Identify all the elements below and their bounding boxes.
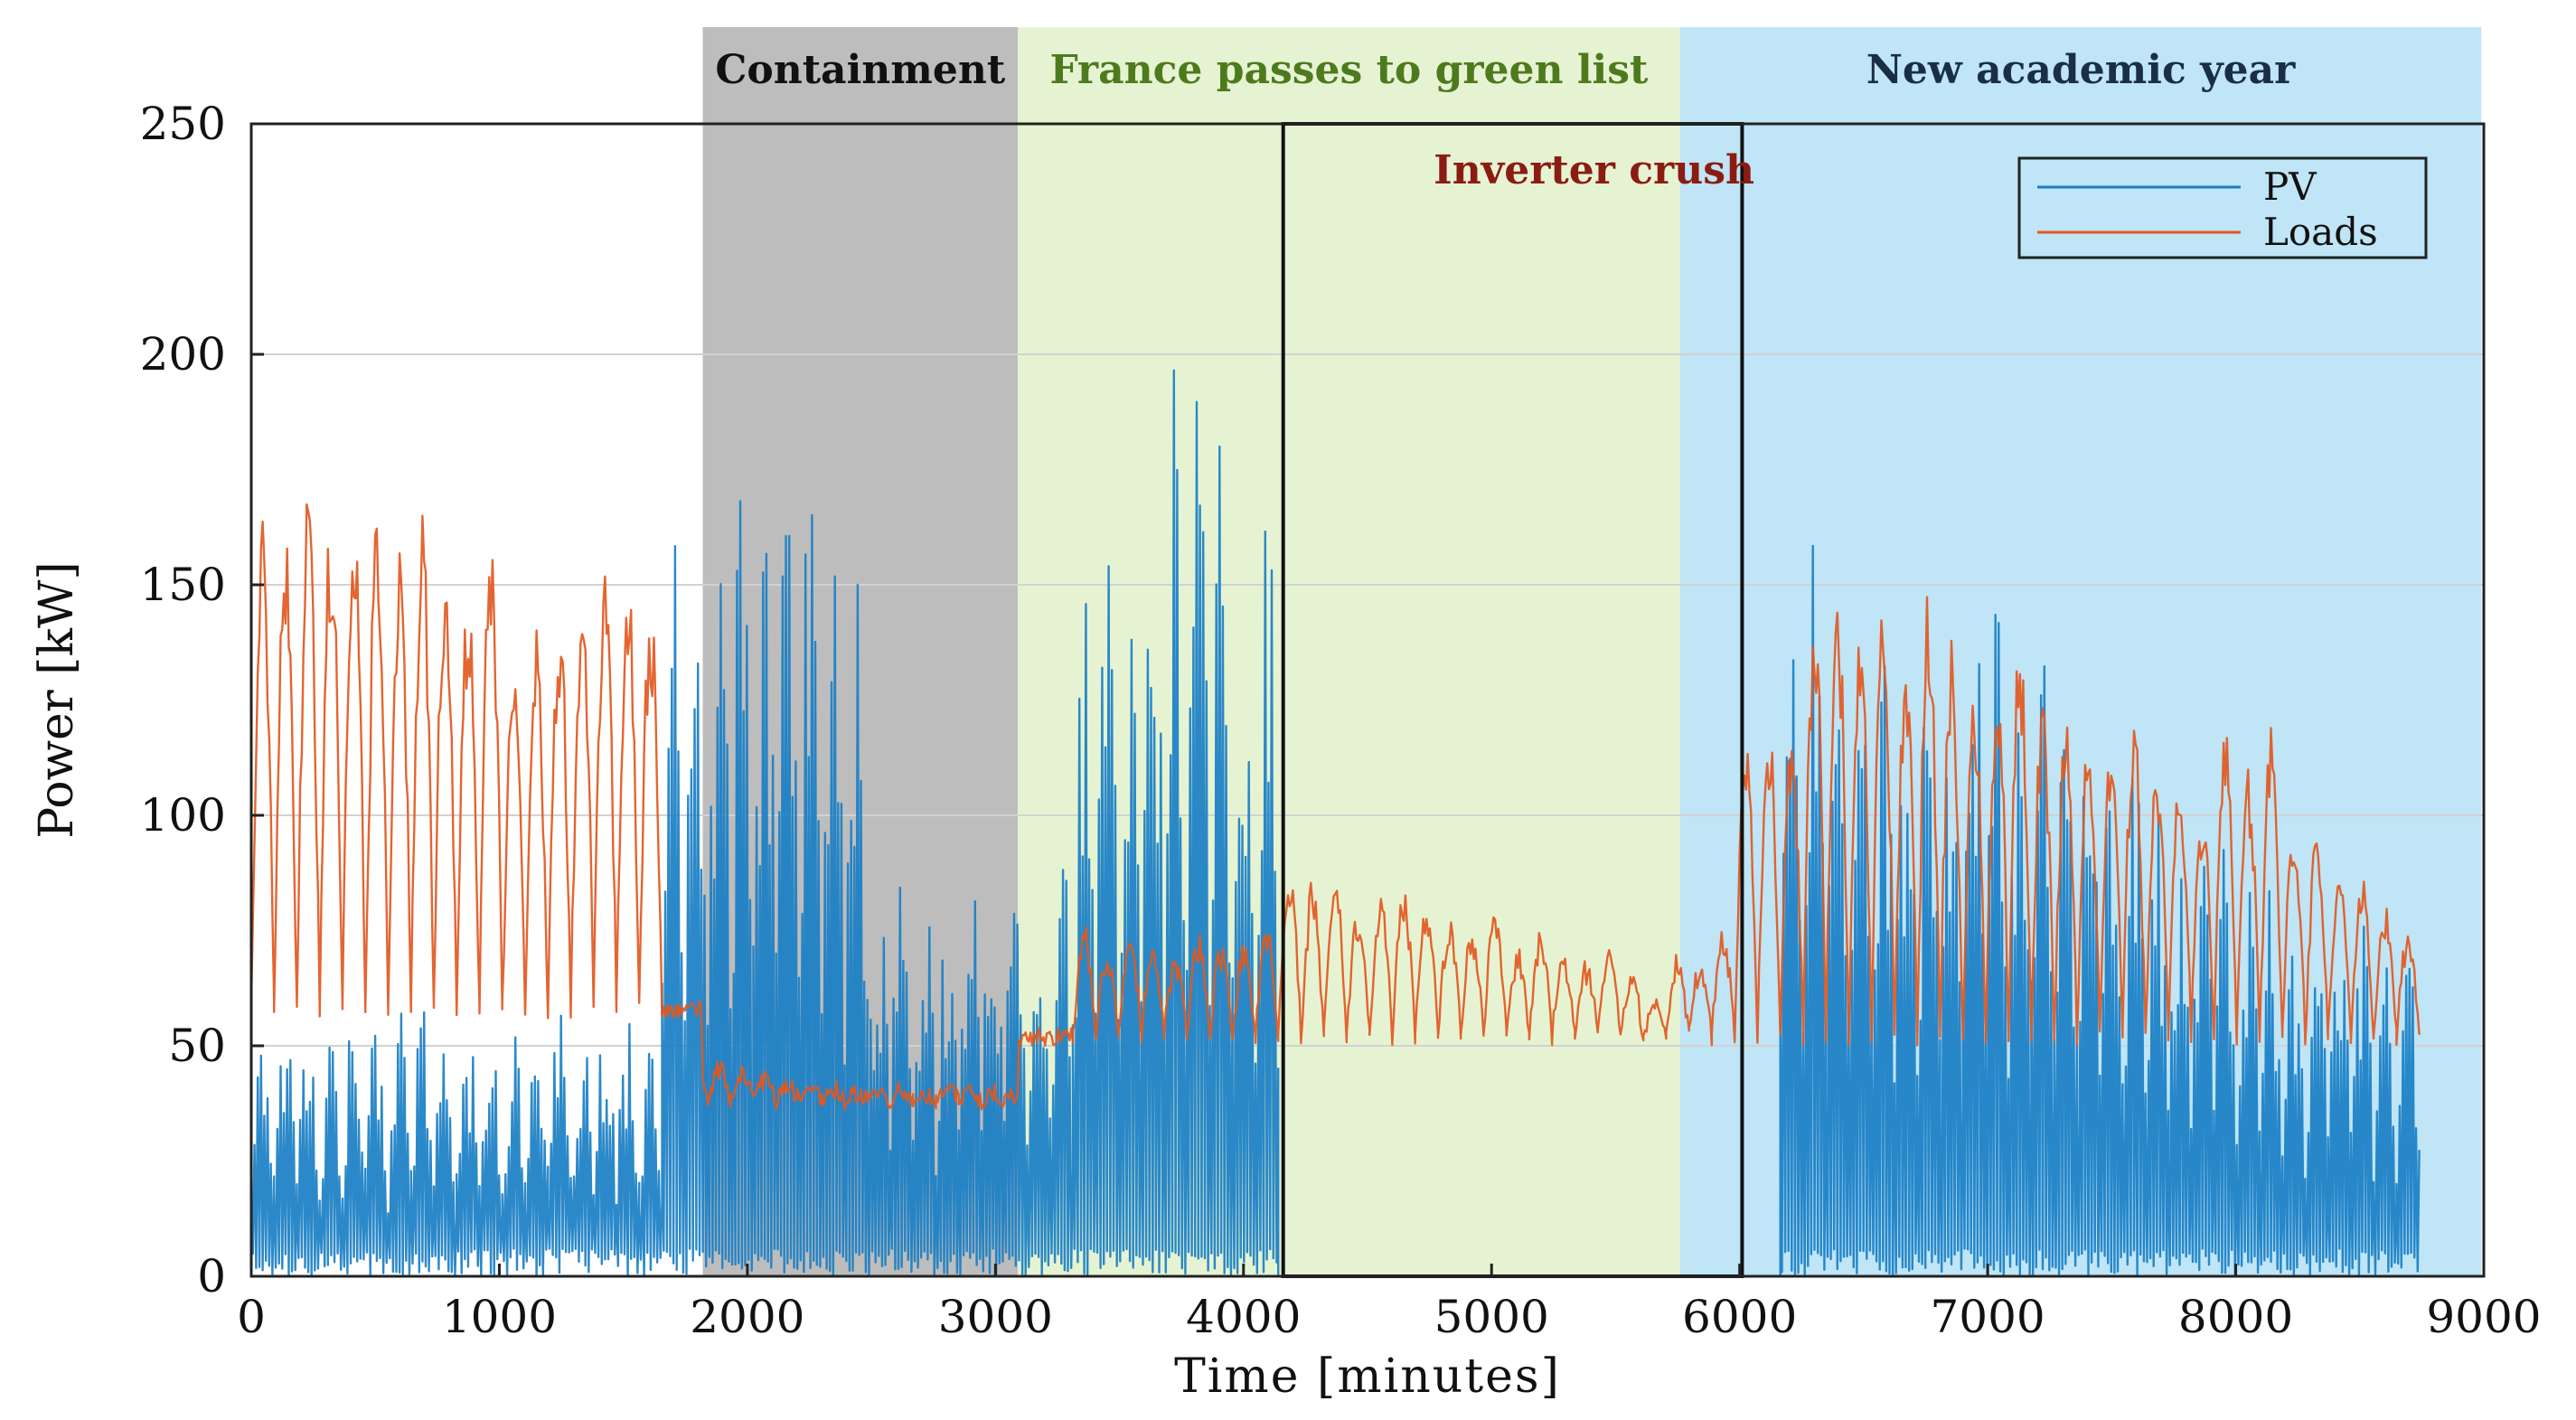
series-line-loads [249, 503, 2421, 1112]
x-tick-label: 2000 [690, 1291, 804, 1343]
x-axis-title: Time [minutes] [1174, 1349, 1561, 1404]
y-axis-title: Power [kW] [30, 561, 84, 838]
legend-label-loads: Loads [2263, 210, 2378, 254]
legend-label-pv: PV [2263, 165, 2317, 209]
x-tick-label: 6000 [1682, 1291, 1797, 1343]
y-tick-label: 100 [140, 789, 226, 842]
legend-box [2017, 156, 2428, 259]
x-tick-label: 3000 [938, 1291, 1053, 1343]
x-tick-label: 7000 [1930, 1291, 2045, 1343]
x-tick-label: 5000 [1434, 1291, 1549, 1343]
x-tick-label: 8000 [2178, 1291, 2293, 1343]
y-tick-label: 250 [140, 98, 226, 150]
x-tick-label: 1000 [442, 1291, 557, 1343]
x-tick-label: 0 [237, 1291, 266, 1343]
y-tick-label: 50 [168, 1020, 226, 1072]
y-tick-label: 0 [197, 1250, 226, 1302]
region-label-3: New academic year [1866, 47, 2296, 93]
y-tick-label: 150 [140, 559, 226, 611]
y-tick-label: 200 [140, 328, 226, 381]
plot-frame [249, 122, 2486, 1278]
x-tick-label: 4000 [1186, 1291, 1301, 1343]
axes [249, 122, 2486, 1278]
region-label-2: France passes to green list [1049, 47, 1649, 93]
annotation-label-1: Inverter crush [1434, 147, 1754, 193]
labels: 0 50 100 150 200 250 0 1000 2000 3000 4000 5000 6000… [30, 98, 2542, 1404]
x-tick-label: 9000 [2426, 1291, 2541, 1343]
region-label-1: Containment [715, 47, 1005, 93]
